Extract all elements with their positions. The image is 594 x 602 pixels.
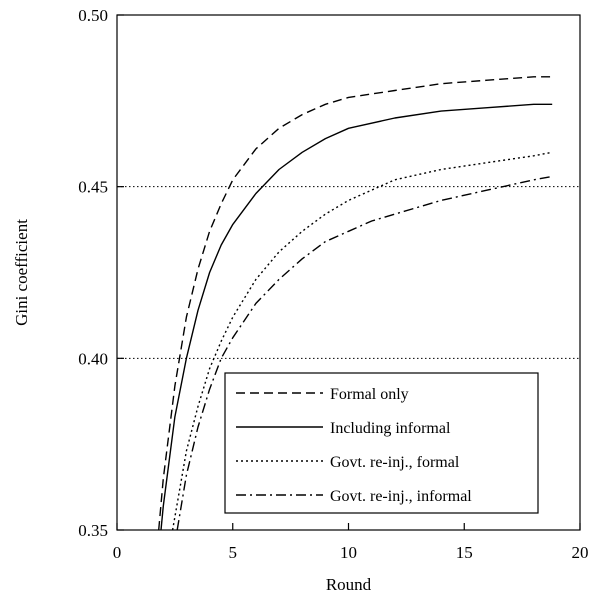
x-tick-label: 10	[340, 543, 357, 562]
x-tick-label: 5	[229, 543, 238, 562]
y-tick-label: 0.50	[78, 6, 108, 25]
y-tick-label: 0.45	[78, 178, 108, 197]
series-line-4	[176, 175, 553, 531]
series-line-1	[158, 76, 553, 531]
x-axis-title: Round	[326, 575, 372, 594]
x-tick-label: 15	[456, 543, 473, 562]
legend-box	[224, 372, 539, 514]
legend-label: Govt. re-inj., formal	[330, 454, 460, 471]
series-lines	[158, 76, 553, 531]
legend-label: Including informal	[330, 420, 451, 437]
x-tick-label: 0	[113, 543, 122, 562]
legend-label: Formal only	[330, 386, 409, 403]
reference-lines	[117, 186, 580, 359]
legend-label: Govt. re-inj., informal	[330, 488, 472, 505]
legend: Formal only Including informal Govt. re-in…	[224, 372, 539, 514]
ticks: 0 5 10 15 20 0.35 0.40 0.45 0.50	[78, 6, 588, 562]
y-axis-title: Gini coefficient	[12, 219, 31, 326]
y-tick-label: 0.40	[78, 349, 108, 368]
x-tick-label: 20	[572, 543, 589, 562]
y-tick-label: 0.35	[78, 521, 108, 540]
series-line-2	[160, 103, 553, 531]
